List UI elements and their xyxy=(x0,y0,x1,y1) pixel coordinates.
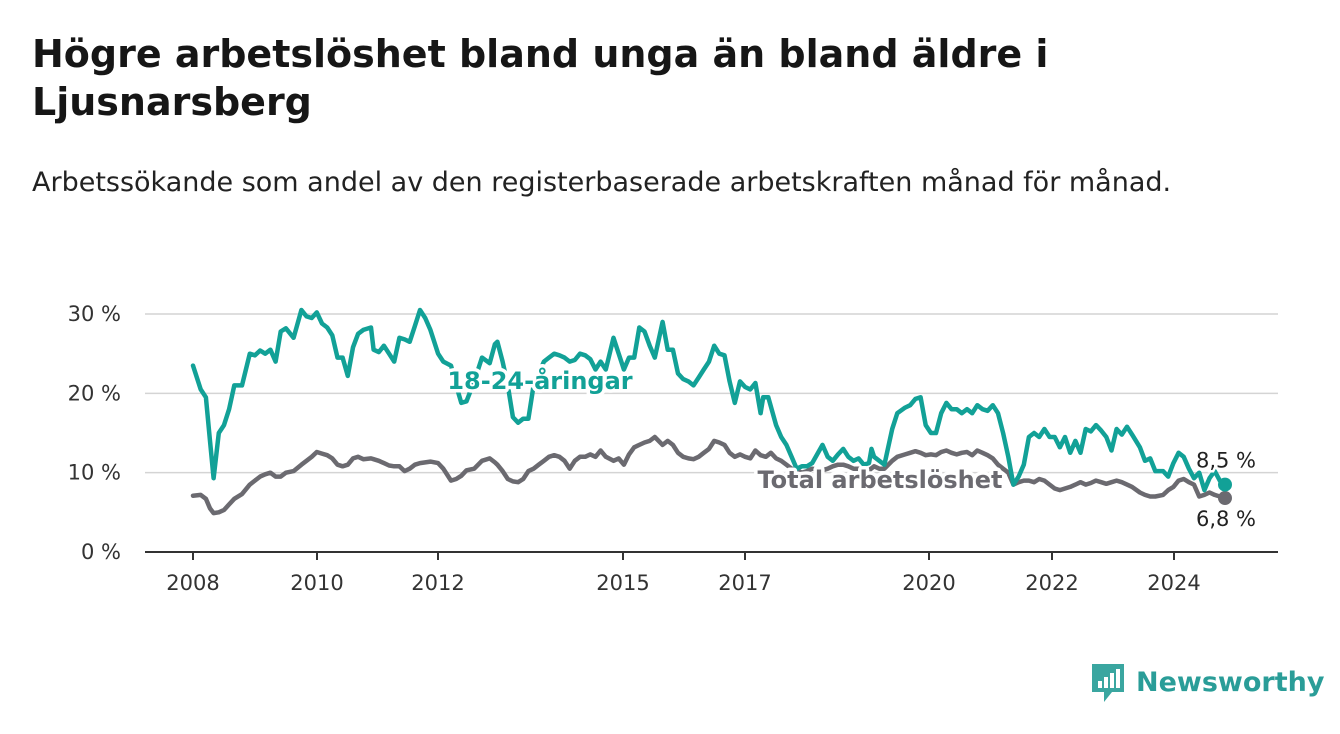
end-value-youth: 8,5 % xyxy=(1196,449,1256,473)
series-line-total xyxy=(190,434,1228,516)
y-axis-tick-labels: 0 % 10 % 20 % 30 % xyxy=(68,302,121,564)
x-tick-label-2020: 2020 xyxy=(902,571,955,595)
chart-subtitle: Arbetssökande som andel av den registerb… xyxy=(32,167,1172,198)
grid-lines xyxy=(145,313,1278,474)
series-label-youth: 18-24-åringar xyxy=(447,366,632,395)
x-tick-label-2024: 2024 xyxy=(1147,571,1200,595)
series-label-total: Total arbetslöshet xyxy=(757,466,1002,494)
x-tick-label-2017: 2017 xyxy=(718,571,771,595)
end-point-youth xyxy=(1218,477,1232,492)
end-point-total xyxy=(1218,491,1232,506)
newsworthy-logo-text: Newsworthy xyxy=(1136,666,1325,698)
end-value-total: 6,8 % xyxy=(1196,507,1256,531)
y-tick-label-0: 0 % xyxy=(81,540,121,564)
series-endpoints: 8,5 % 6,8 % xyxy=(1193,446,1258,533)
x-tick-label-2015: 2015 xyxy=(596,571,649,595)
newsworthy-logo: Newsworthy xyxy=(1090,660,1324,704)
y-tick-label-30: 30 % xyxy=(68,302,121,326)
series-labels: 18-24-åringar Total arbetslöshet xyxy=(444,363,1006,498)
chart-title: Högre arbetslöshet bland unga än bland ä… xyxy=(32,32,1049,124)
x-tick-label-2008: 2008 xyxy=(166,571,219,595)
x-tick-label-2012: 2012 xyxy=(411,571,464,595)
x-tick-label-2022: 2022 xyxy=(1025,571,1078,595)
series-line-youth xyxy=(190,307,1228,493)
x-axis-ticks: 2008 2010 2012 2015 2017 2020 2022 2024 xyxy=(166,552,1201,595)
x-tick-label-2010: 2010 xyxy=(290,571,343,595)
y-tick-label-10: 10 % xyxy=(68,461,121,485)
y-tick-label-20: 20 % xyxy=(68,381,121,405)
newsworthy-logo-icon xyxy=(1092,664,1124,702)
series-lines xyxy=(190,307,1232,516)
